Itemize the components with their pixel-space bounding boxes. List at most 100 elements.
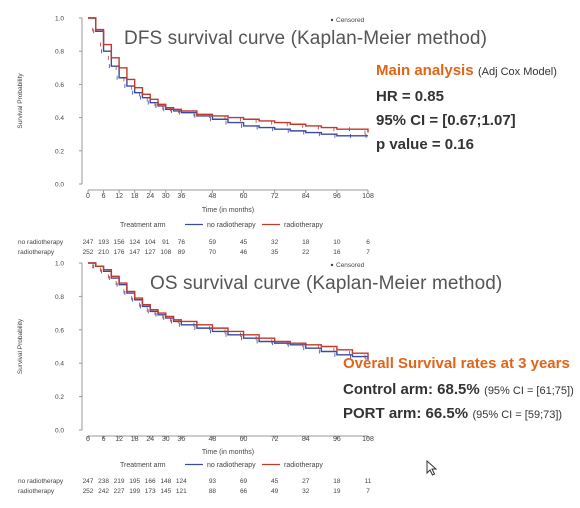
os-x-tick-label: 24	[146, 436, 154, 443]
dfs-risk-value: 91	[162, 239, 170, 246]
os-legend-label: radiotherapy	[284, 462, 323, 469]
os-risk-row-label: radiotherapy	[18, 488, 55, 495]
os-risk-value: 121	[176, 488, 187, 495]
dfs-ci: 95% CI = [0.67;1.07]	[376, 112, 516, 129]
os-risk-value: 199	[129, 488, 140, 495]
dfs-y-tick-label: 0.4	[55, 115, 64, 122]
dfs-risk-value: 45	[240, 239, 248, 246]
os-risk-value: 145	[160, 488, 171, 495]
dfs-x-tick-label: 36	[177, 193, 185, 200]
dfs-risk-value: 18	[302, 239, 310, 246]
dfs-y-tick-label: 0.6	[55, 82, 64, 89]
dfs-risk-value: 176	[114, 249, 125, 256]
main-analysis-paren: (Adj Cox Model)	[478, 66, 557, 78]
os-risk-value: 19	[333, 488, 341, 495]
dfs-x-tick-label: 96	[333, 193, 341, 200]
os-x-tick-label: 18	[131, 436, 139, 443]
dfs-risk-value: 210	[98, 249, 109, 256]
os-risk-value: 27	[302, 478, 310, 485]
dfs-title: DFS survival curve (Kaplan-Meier method)	[124, 28, 488, 49]
os-risk-value: 242	[98, 488, 109, 495]
dfs-x-tick-label: 18	[131, 193, 139, 200]
dfs-censored-marker	[330, 18, 334, 22]
dfs-risk-value: 108	[160, 249, 171, 256]
os-risk-value: 93	[209, 478, 217, 485]
dfs-risk-value: 70	[209, 249, 217, 256]
os-risk-value: 252	[83, 488, 94, 495]
mouse-cursor-icon	[426, 460, 438, 476]
dfs-risk-value: 16	[333, 249, 341, 256]
dfs-risk-value: 104	[145, 239, 156, 246]
os-risk-value: 11	[365, 478, 372, 485]
os-y-tick-label: 0.0	[55, 428, 64, 435]
os-x-tick-label: 72	[271, 436, 279, 443]
os-series-radiotherapy	[88, 262, 369, 357]
dfs-x-axis-label: Time (in months)	[202, 207, 254, 214]
os-risk-value: 195	[129, 478, 140, 485]
os-y-axis-label: Survival Probability	[17, 318, 24, 374]
os-risk-value: 88	[209, 488, 217, 495]
dfs-risk-row-label: radiotherapy	[18, 249, 55, 256]
dfs-risk-value: 156	[114, 239, 125, 246]
dfs-x-tick-label: 12	[115, 193, 123, 200]
dfs-hr: HR = 0.85	[376, 88, 444, 105]
os-risk-value: 49	[271, 488, 279, 495]
os-risk-row-label: no radiotherapy	[18, 478, 64, 485]
dfs-x-tick-label: 0	[86, 193, 90, 200]
os-x-tick-label: 12	[115, 436, 123, 443]
dfs-risk-value: 124	[129, 239, 140, 246]
os-y-tick-label: 0.4	[55, 361, 64, 368]
port-arm-rate: PORT arm: 66.5%	[343, 405, 469, 422]
os-legend-title: Treatment arm	[120, 462, 166, 469]
os-risk-value: 166	[145, 478, 156, 485]
os-series-no-radiotherapy	[88, 262, 369, 360]
dfs-risk-value: 35	[271, 249, 279, 256]
os-risk-value: 247	[83, 478, 94, 485]
dfs-risk-value: 46	[240, 249, 248, 256]
os-y-tick-label: 1.0	[55, 261, 64, 268]
os-x-tick-label: 48	[209, 436, 217, 443]
dfs-main-analysis: Main analysis (Adj Cox Model)	[376, 62, 557, 80]
dfs-x-tick-label: 30	[162, 193, 170, 200]
os-risk-value: 66	[240, 488, 248, 495]
port-arm-ci: (95% CI = [59;73])	[472, 409, 563, 421]
dfs-x-tick-label: 108	[362, 193, 374, 200]
dfs-legend-label: no radiotherapy	[207, 222, 256, 229]
control-arm-ci: (95% CI = [61;75])	[484, 385, 574, 397]
os-x-axis-label: Time (in months)	[202, 449, 254, 456]
os-risk-value: 148	[160, 478, 171, 485]
dfs-risk-value: 7	[366, 249, 370, 256]
dfs-risk-value: 6	[366, 239, 370, 246]
dfs-y-tick-label: 1.0	[55, 16, 64, 23]
os-x-tick-label: 60	[240, 436, 248, 443]
os-x-tick-label: 6	[102, 436, 106, 443]
dfs-x-tick-label: 72	[271, 193, 279, 200]
os-risk-value: 238	[98, 478, 109, 485]
dfs-censored-label: Censored	[336, 17, 365, 24]
os-risk-value: 32	[302, 488, 310, 495]
os-rates-header: Overall Survival rates at 3 years	[343, 355, 570, 372]
dfs-risk-value: 10	[333, 239, 341, 246]
dfs-p-value: p value = 0.16	[376, 136, 474, 153]
dfs-risk-value: 89	[178, 249, 186, 256]
os-y-tick-label: 0.8	[55, 294, 64, 301]
os-port-arm: PORT arm: 66.5% (95% CI = [59;73])	[343, 405, 562, 423]
os-risk-value: 227	[114, 488, 125, 495]
os-risk-value: 69	[240, 478, 248, 485]
dfs-risk-value: 252	[83, 249, 94, 256]
os-x-tick-label: 36	[177, 436, 185, 443]
os-title: OS survival curve (Kaplan-Meier method)	[150, 273, 503, 294]
dfs-y-tick-label: 0.2	[55, 148, 64, 155]
os-x-tick-label: 96	[333, 436, 341, 443]
os-censored-marker	[330, 263, 334, 267]
os-risk-value: 45	[271, 478, 279, 485]
dfs-x-tick-label: 24	[146, 193, 154, 200]
os-x-tick-label: 84	[302, 436, 310, 443]
os-risk-value: 219	[114, 478, 125, 485]
dfs-risk-value: 22	[302, 249, 310, 256]
main-analysis-label: Main analysis	[376, 62, 474, 79]
os-x-tick-label: 108	[362, 436, 374, 443]
dfs-risk-value: 193	[98, 239, 109, 246]
